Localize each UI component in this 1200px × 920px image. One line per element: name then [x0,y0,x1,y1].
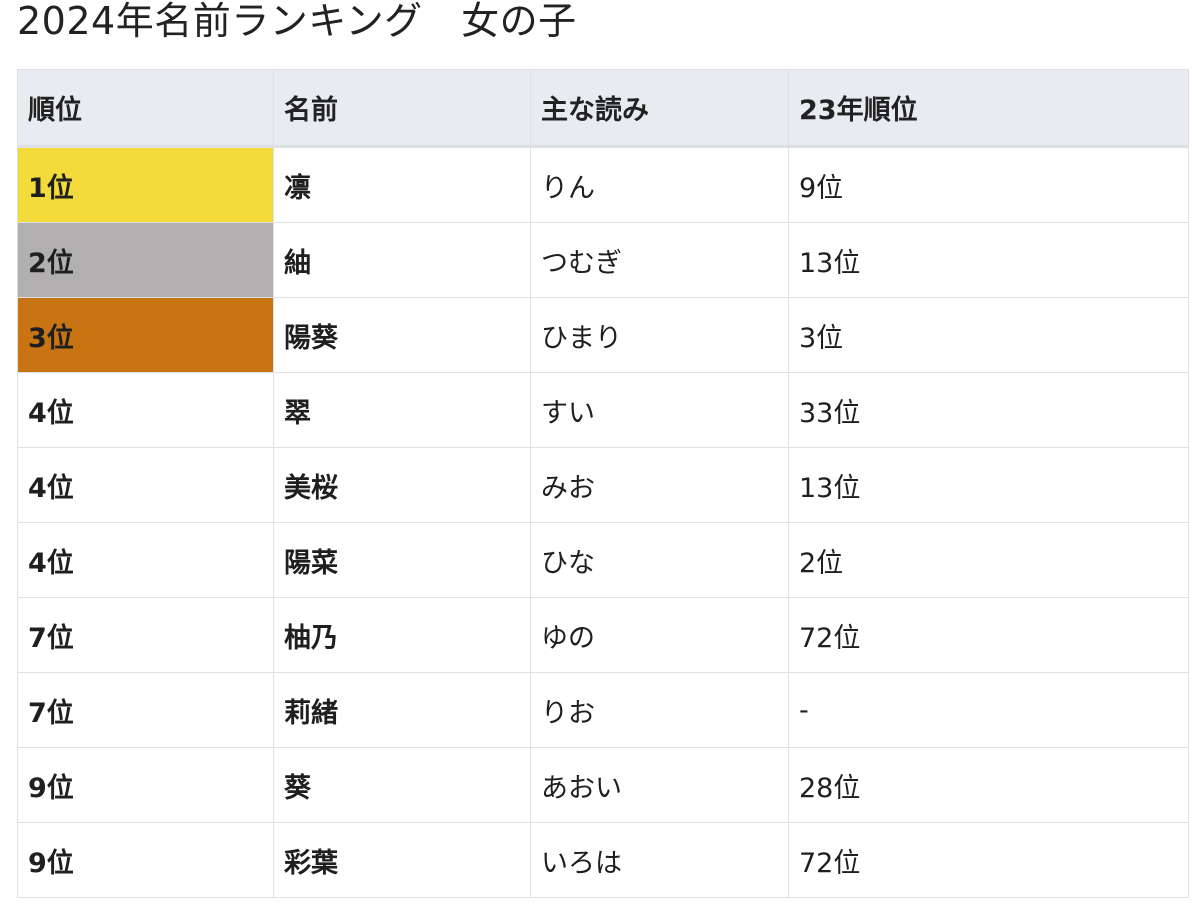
table-row: 1位 凛 りん 9位 [17,146,1189,223]
table-row: 9位 彩葉 いろは 72位 [17,822,1189,898]
name-cell: 翠 [273,372,531,448]
reading-cell: みお [530,447,789,523]
reading-cell: つむぎ [530,222,789,298]
prev-rank-cell: 72位 [788,597,1189,673]
rank-cell: 4位 [17,372,274,448]
table-row: 7位 莉緒 りお - [17,672,1189,748]
name-cell: 紬 [273,222,531,298]
rank-cell: 7位 [17,597,274,673]
ranking-table: 順位 名前 主な読み 23年順位 1位 凛 りん 9位 2位 紬 つむぎ 13位… [17,69,1189,898]
reading-cell: りん [530,146,789,223]
name-cell: 彩葉 [273,822,531,898]
page-title: 2024年名前ランキング 女の子 [17,0,577,43]
prev-rank-cell: 13位 [788,222,1189,298]
prev-rank-cell: 28位 [788,747,1189,823]
name-cell: 凛 [273,146,531,223]
prev-rank-cell: 72位 [788,822,1189,898]
table-row: 7位 柚乃 ゆの 72位 [17,597,1189,673]
name-cell: 陽菜 [273,522,531,598]
prev-rank-cell: 9位 [788,146,1189,223]
table-row: 4位 美桜 みお 13位 [17,447,1189,523]
reading-cell: ひな [530,522,789,598]
rank-cell: 2位 [17,222,274,298]
name-cell: 柚乃 [273,597,531,673]
name-cell: 葵 [273,747,531,823]
header-rank: 順位 [17,69,274,148]
rank-cell: 9位 [17,822,274,898]
name-cell: 美桜 [273,447,531,523]
name-cell: 莉緒 [273,672,531,748]
reading-cell: りお [530,672,789,748]
table-row: 4位 翠 すい 33位 [17,372,1189,448]
reading-cell: あおい [530,747,789,823]
table-row: 9位 葵 あおい 28位 [17,747,1189,823]
table-header: 順位 名前 主な読み 23年順位 [17,69,1189,148]
reading-cell: すい [530,372,789,448]
table-row: 2位 紬 つむぎ 13位 [17,222,1189,298]
rank-cell: 9位 [17,747,274,823]
rank-cell: 1位 [17,146,274,223]
table-row: 3位 陽葵 ひまり 3位 [17,297,1189,373]
rank-cell: 4位 [17,522,274,598]
reading-cell: ゆの [530,597,789,673]
prev-rank-cell: - [788,672,1189,748]
name-cell: 陽葵 [273,297,531,373]
prev-rank-cell: 33位 [788,372,1189,448]
header-row: 順位 名前 主な読み 23年順位 [17,69,1189,148]
prev-rank-cell: 3位 [788,297,1189,373]
header-reading: 主な読み [530,69,789,148]
prev-rank-cell: 2位 [788,522,1189,598]
header-name: 名前 [273,69,531,148]
prev-rank-cell: 13位 [788,447,1189,523]
reading-cell: ひまり [530,297,789,373]
rank-cell: 3位 [17,297,274,373]
table-body: 1位 凛 りん 9位 2位 紬 つむぎ 13位 3位 陽葵 ひまり 3位 4位 … [17,146,1189,898]
table-row: 4位 陽菜 ひな 2位 [17,522,1189,598]
rank-cell: 7位 [17,672,274,748]
rank-cell: 4位 [17,447,274,523]
header-prev-rank: 23年順位 [788,69,1189,148]
reading-cell: いろは [530,822,789,898]
